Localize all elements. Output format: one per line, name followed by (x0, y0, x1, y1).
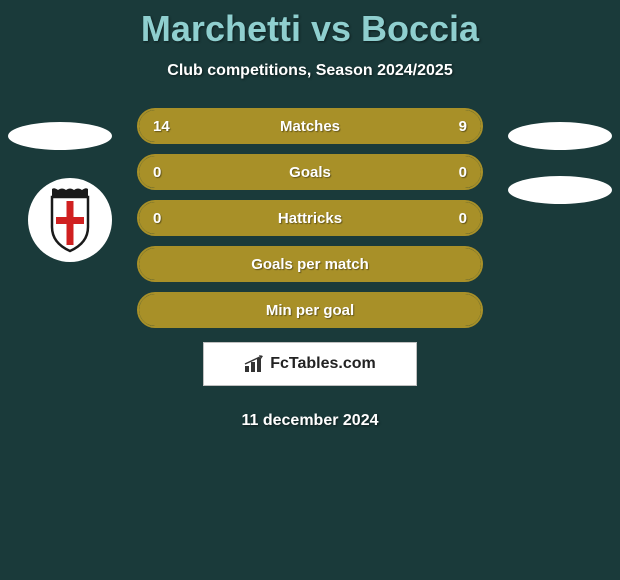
page-title: Marchetti vs Boccia (0, 0, 620, 50)
stat-row: 00Goals (137, 154, 483, 190)
stat-label: Goals per match (139, 256, 481, 273)
player-left-oval (8, 122, 112, 150)
club-right-oval (508, 176, 612, 204)
brand-box[interactable]: FcTables.com (203, 342, 417, 386)
club-left-badge (28, 178, 112, 262)
stat-label: Matches (139, 118, 481, 135)
stat-row: Goals per match (137, 246, 483, 282)
club-shield-icon (46, 187, 94, 253)
player-right-oval (508, 122, 612, 150)
stat-row: Min per goal (137, 292, 483, 328)
date-text: 11 december 2024 (242, 412, 379, 430)
page-subtitle: Club competitions, Season 2024/2025 (0, 62, 620, 80)
brand-text: FcTables.com (270, 355, 376, 373)
stat-label: Goals (139, 164, 481, 181)
bars-icon (244, 355, 266, 373)
stat-row: 149Matches (137, 108, 483, 144)
stat-label: Min per goal (139, 302, 481, 319)
stat-label: Hattricks (139, 210, 481, 227)
stat-row: 00Hattricks (137, 200, 483, 236)
